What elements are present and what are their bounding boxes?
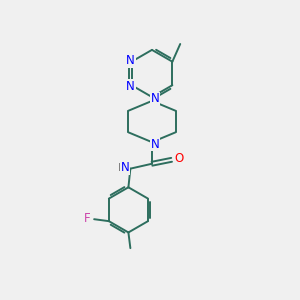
Text: N: N <box>121 161 129 174</box>
Text: F: F <box>84 212 91 225</box>
Text: N: N <box>151 138 159 151</box>
Text: O: O <box>175 152 184 165</box>
Text: N: N <box>126 80 135 93</box>
Text: N: N <box>126 54 135 67</box>
Text: H: H <box>118 163 125 173</box>
Text: N: N <box>151 92 159 106</box>
